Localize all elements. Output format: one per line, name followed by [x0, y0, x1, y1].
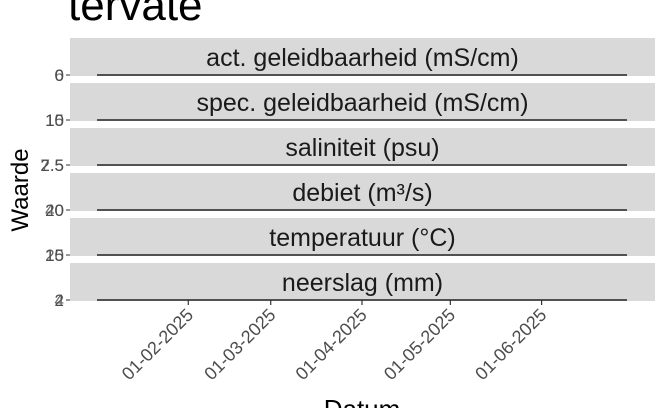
facet-strip: [70, 173, 655, 211]
facet-strip-label: debiet (m³/s): [292, 179, 432, 207]
y-tick-label: 20: [45, 201, 64, 220]
facet-strip-label: temperatuur (°C): [269, 224, 455, 252]
facet-strip: [70, 83, 655, 121]
facet-strip: [70, 218, 655, 256]
facet-strip-label: neerslag (mm): [282, 269, 443, 297]
facet-panel: act. geleidbaarheid (mS/cm) 06: [55, 38, 655, 85]
y-tick-label: 15: [45, 111, 64, 130]
x-tick-label: 01-04-2025: [292, 305, 371, 384]
facet-strip-label: saliniteit (psu): [285, 134, 439, 162]
facet-strip: [70, 128, 655, 166]
facet-strip: [70, 38, 655, 76]
y-tick-label: 2: [55, 291, 64, 310]
facet-strip-label: act. geleidbaarheid (mS/cm): [206, 44, 519, 72]
y-tick-label: 4: [55, 291, 64, 310]
x-tick-label: 01-05-2025: [380, 305, 459, 384]
y-tick-label: 20: [45, 246, 64, 265]
y-tick-label: 40: [45, 201, 64, 220]
x-tick-label: 01-03-2025: [200, 305, 279, 384]
y-tick-label: 7.5: [40, 156, 64, 175]
y-tick-label: 0: [55, 66, 64, 85]
chart-title: tervate: [68, 0, 203, 30]
y-tick-label: 6: [55, 66, 64, 85]
y-tick-label: 10: [45, 111, 64, 130]
y-axis-label: Waarde: [7, 148, 34, 231]
x-tick-label: 01-02-2025: [118, 305, 197, 384]
facet-strip-label: spec. geleidbaarheid (mS/cm): [196, 89, 528, 117]
x-axis: 01-02-2025 01-03-2025 01-04-2025 01-05-2025…: [118, 300, 550, 384]
facet-panel: saliniteit (psu) 2.57.5: [40, 128, 655, 175]
facet-panel: neerslag (mm) 24: [55, 263, 655, 310]
y-tick-label: 2.5: [40, 156, 64, 175]
y-tick-label: 15: [45, 246, 64, 265]
x-tick-label: 01-06-2025: [471, 305, 550, 384]
facet-strip: [70, 263, 655, 301]
x-axis-label: Datum: [324, 394, 401, 408]
